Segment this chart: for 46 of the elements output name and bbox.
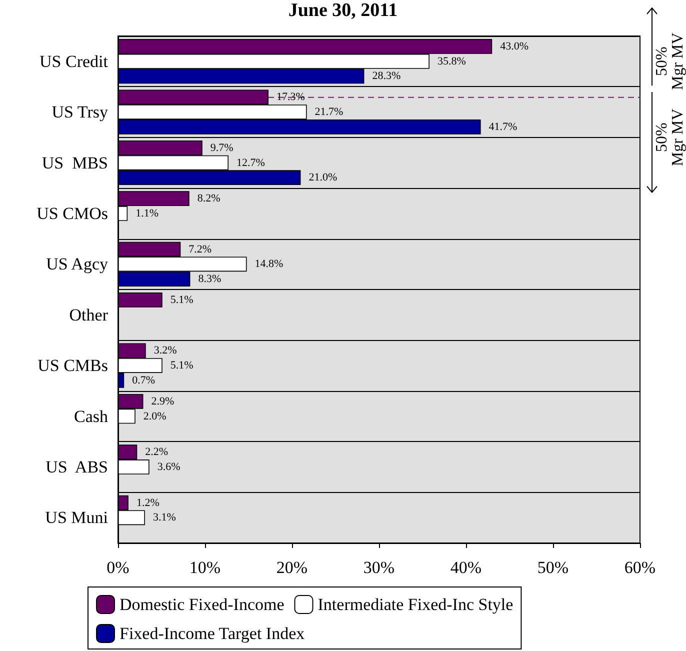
- data-label: 12.7%: [236, 156, 265, 169]
- x-tick-label: 60%: [624, 558, 656, 577]
- data-label: 8.3%: [198, 273, 222, 286]
- data-label: 2.0%: [143, 410, 166, 422]
- x-tick-label: 50%: [537, 558, 569, 577]
- data-label: 3.1%: [152, 512, 176, 524]
- legend-label: Domestic Fixed-Income: [120, 595, 284, 614]
- y-tick-label: Cash: [74, 406, 108, 426]
- data-label: 2.9%: [151, 395, 174, 408]
- y-tick-label: US MBS: [42, 153, 108, 172]
- data-label: 3.6%: [157, 460, 180, 473]
- text: 50% Mgr MV: [654, 108, 686, 166]
- data-label: 41.7%: [488, 120, 518, 133]
- data-label: 21.0%: [308, 172, 338, 184]
- data-label: 1.1%: [136, 207, 158, 220]
- y-tick-label: US Credit: [40, 52, 108, 71]
- y-tick-label: US Trsy: [52, 102, 108, 122]
- y-tick-label: US Muni: [45, 508, 108, 528]
- y-tick-label: US Agcy: [46, 254, 108, 274]
- data-label: 28.3%: [372, 70, 401, 82]
- data-label: 5.1%: [170, 360, 194, 372]
- data-label: 21.7%: [314, 106, 344, 118]
- x-tick-label: 30%: [363, 558, 395, 577]
- data-label: 2.2%: [145, 446, 168, 458]
- x-tick-label: 40%: [450, 558, 482, 577]
- y-tick-label: US CMOs: [36, 204, 108, 223]
- x-tick-label: 10%: [189, 558, 221, 577]
- data-label: 8.2%: [197, 192, 220, 205]
- legend-label: Intermediate Fixed-Inc Style: [318, 595, 514, 614]
- y-tick-label: US CMBs: [38, 356, 108, 376]
- y-tick-label: US ABS: [46, 457, 108, 476]
- text: 50% Mgr MV: [654, 32, 686, 90]
- data-label: 0.7%: [132, 374, 156, 386]
- data-label: 1.2%: [136, 496, 160, 509]
- chart-title: June 30, 2011: [288, 0, 398, 21]
- legend-label: Fixed-Income Target Index: [120, 624, 306, 643]
- data-label: 5.1%: [170, 294, 194, 306]
- data-label: 3.2%: [154, 344, 177, 357]
- x-tick-label: 0%: [106, 558, 130, 577]
- data-label: 9.7%: [210, 142, 234, 154]
- data-label: 14.8%: [254, 258, 284, 270]
- y-tick-label: Other: [69, 305, 108, 324]
- x-tick-label: 20%: [276, 558, 308, 577]
- data-label: 35.8%: [437, 55, 466, 68]
- data-label: 7.2%: [188, 243, 212, 256]
- data-label: 43.0%: [500, 40, 529, 52]
